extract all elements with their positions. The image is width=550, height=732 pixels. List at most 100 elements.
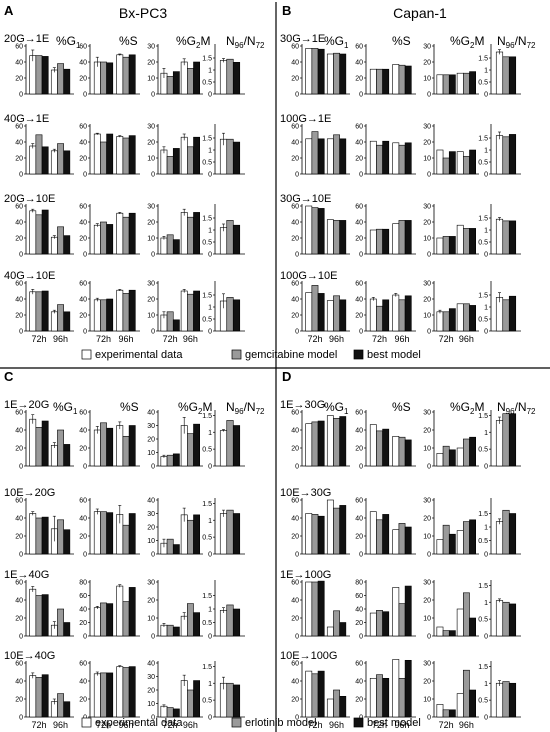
y-tick-label: 0 (427, 552, 431, 559)
column-headers-d: %G1 %S %G2M N96/N72 (324, 400, 536, 416)
y-tick-label: 0.5 (478, 538, 488, 545)
x-tick-label: 96h (394, 720, 409, 730)
bar (462, 156, 470, 175)
y-tick-label: 20 (79, 446, 87, 453)
y-tick-label: 40 (291, 140, 299, 147)
bar (305, 581, 313, 637)
y-tick-label: 0 (484, 552, 488, 559)
y-tick-label: 0 (208, 252, 212, 259)
y-tick-label: 0 (359, 172, 363, 179)
y-tick-label: 0 (208, 172, 212, 179)
bar (172, 626, 180, 637)
y-tick-label: 10 (147, 313, 155, 320)
bar (172, 319, 180, 332)
bar (35, 214, 43, 255)
bar (339, 53, 347, 95)
header-g2m: %G2M (178, 400, 212, 416)
column-headers-a: %G1 %S %G2M N96/N72 (56, 34, 265, 50)
bar (122, 293, 130, 332)
bar (502, 413, 510, 467)
y-tick-label: 20 (291, 616, 299, 623)
bar (100, 299, 107, 332)
y-tick-label: 1.5 (202, 593, 212, 600)
y-tick-label: 10 (423, 313, 431, 320)
y-tick-label: 0 (484, 329, 488, 336)
y-tick-label: 0 (19, 92, 23, 99)
bar (106, 512, 114, 555)
subplot: 0 20 40 60 (291, 410, 350, 471)
y-tick-label: 1 (484, 681, 488, 688)
y-tick-label: 0.5 (478, 317, 488, 324)
y-tick-label: 20 (79, 156, 87, 163)
y-tick-label: 20 (423, 60, 431, 67)
y-tick-label: 0 (359, 329, 363, 336)
bar (172, 453, 180, 467)
subplot: 0 0.5 1 1.5 (202, 124, 245, 179)
bar (187, 293, 194, 332)
y-tick-label: 30 (147, 511, 155, 518)
bar (495, 297, 504, 332)
bar (339, 416, 347, 467)
y-tick-label: 1.5 (202, 664, 212, 671)
y-tick-label: 40 (79, 428, 87, 435)
bar (436, 704, 444, 718)
y-tick-label: 40 (147, 661, 155, 668)
y-tick-label: 0 (295, 715, 299, 722)
bar (456, 693, 464, 718)
bar (29, 145, 37, 175)
y-tick-label: 20 (79, 697, 87, 704)
bar (339, 505, 347, 555)
bar (172, 239, 180, 255)
bar (106, 62, 114, 95)
bar (63, 701, 71, 718)
y-tick-label: 30 (147, 124, 155, 131)
y-tick-label: 1.5 (478, 136, 488, 143)
y-tick-label: 1.5 (202, 413, 212, 420)
bar (57, 304, 64, 332)
bar (128, 289, 136, 332)
y-tick-label: 40 (147, 410, 155, 417)
y-tick-label: 0.5 (478, 447, 488, 454)
bar (456, 608, 464, 637)
y-tick-label: 40 (79, 607, 87, 614)
bar (369, 424, 377, 467)
y-tick-label: 40 (291, 598, 299, 605)
subplot: 0 20 40 60 (79, 124, 140, 179)
y-tick-label: 1.5 (202, 136, 212, 143)
bar (116, 212, 124, 255)
bar (317, 515, 325, 555)
x-tick-label: 96h (183, 720, 198, 730)
y-tick-label: 30 (423, 44, 431, 51)
bar (226, 220, 234, 255)
y-tick-label: 0.5 (202, 447, 212, 454)
y-tick-label: 60 (355, 498, 363, 505)
bar (106, 672, 114, 718)
bar (166, 624, 174, 637)
bar (392, 64, 400, 95)
bar (462, 228, 470, 255)
bar (305, 292, 313, 332)
bar (333, 220, 340, 255)
bar (339, 220, 347, 255)
bar (187, 146, 194, 175)
bar (376, 305, 383, 332)
y-tick-label: 1 (484, 228, 488, 235)
bar (382, 68, 390, 95)
bar (166, 311, 174, 332)
subplot: 0 0.5 1 1.5 (478, 661, 521, 722)
bar (436, 149, 444, 175)
subplot: 0 0.5 1 1.5 (478, 281, 521, 336)
y-tick-label: 1.5 (478, 511, 488, 518)
bar (50, 311, 58, 332)
y-tick-label: 0 (151, 252, 155, 259)
header-g1: %G1 (324, 34, 349, 50)
bar (456, 447, 464, 467)
bar (29, 55, 37, 95)
legend-swatch (81, 717, 92, 728)
y-tick-label: 60 (355, 281, 363, 288)
bar (398, 436, 406, 467)
subplot: 0 10 20 30 (423, 124, 479, 179)
